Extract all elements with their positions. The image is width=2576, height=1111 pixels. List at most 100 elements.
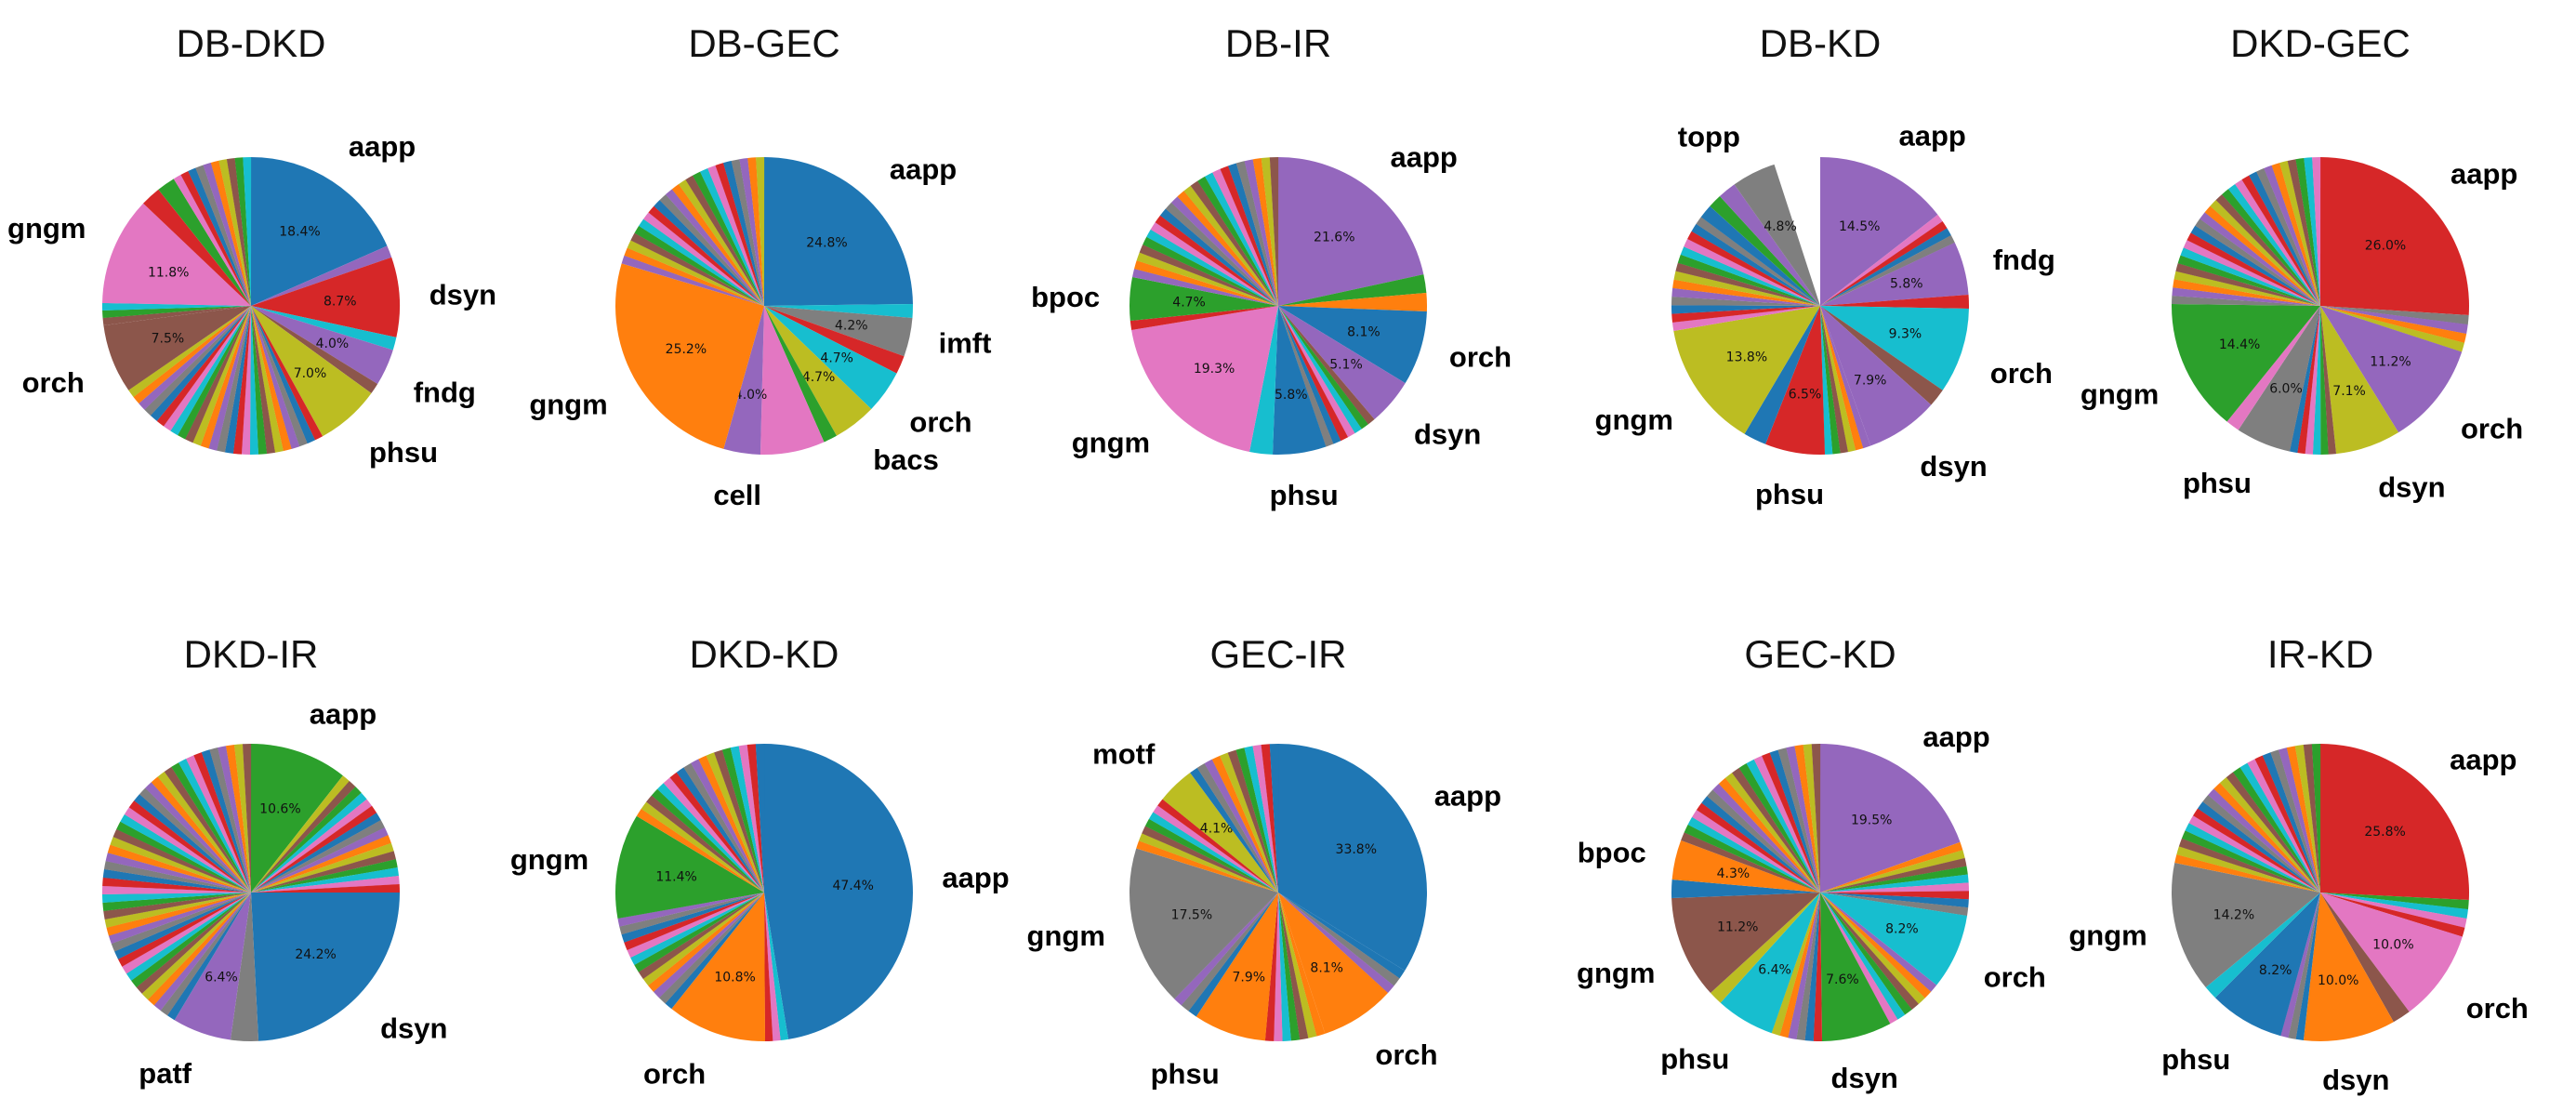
- pie-slice-minor: [643, 212, 764, 306]
- pie-slice-minor: [136, 893, 251, 994]
- pie-slice-minor: [2185, 823, 2320, 893]
- pie-slice-minor: [104, 893, 252, 928]
- pie-slice-minor: [639, 218, 764, 306]
- pie-slice-minor: [251, 306, 292, 452]
- pie-chart-gec-kd: GEC-KD 19.5% aapp 8.2% orch 7.6% dsyn 6.4% phsu 1…: [1577, 632, 2046, 1094]
- pie-slice-minor: [163, 306, 251, 431]
- pie-slice-gngm: [1673, 306, 1820, 434]
- pie-slice-dsyn: [1820, 306, 1932, 446]
- pie-slice-minor: [102, 868, 251, 893]
- pct-label-gngm: 13.8%: [1726, 350, 1767, 365]
- pie-slice-minor: [1274, 893, 1283, 1042]
- pie-slice-minor: [2254, 755, 2320, 893]
- pie-slice-minor: [1820, 893, 1969, 917]
- pie-slice-minor: [1132, 268, 1278, 306]
- pie-slice-minor: [2280, 893, 2320, 1038]
- pie-slice-minor: [1174, 893, 1278, 1006]
- chart-title: GEC-IR: [1210, 632, 1347, 676]
- slice-label-phsu: phsu: [369, 436, 438, 469]
- pie-slice-minor: [166, 893, 251, 1021]
- pie-slice-minor: [1811, 744, 1821, 893]
- pie-slice-minor: [226, 157, 251, 306]
- pie-slice-minor: [1278, 306, 1334, 447]
- pie-slice-minor: [2320, 306, 2337, 455]
- pie-slice-minor: [2270, 749, 2320, 893]
- pct-label-aapp: 10.6%: [259, 801, 300, 816]
- pie-slice-minor: [1235, 747, 1278, 893]
- pie-slice-minor: [1820, 294, 1969, 310]
- chart-title: DB-IR: [1225, 21, 1331, 65]
- chart-title: DKD-GEC: [2230, 21, 2411, 65]
- pie-slice-minor: [1155, 215, 1278, 306]
- pie-slice-minor: [2264, 165, 2320, 306]
- pie-slice-minor: [1204, 759, 1278, 893]
- pie-slice-minor: [251, 820, 385, 893]
- pie-slice-minor: [1146, 229, 1278, 306]
- slice-label-aapp: aapp: [2451, 158, 2517, 191]
- pie-slice-minor: [665, 893, 764, 1010]
- pie-slice-minor: [106, 893, 251, 936]
- pie-slice-minor: [251, 883, 401, 893]
- slice-label-aapp: aapp: [310, 698, 376, 731]
- pie-slice-minor: [1211, 755, 1278, 893]
- slice-label-gngm: gngm: [2081, 378, 2159, 411]
- pie-slice-minor: [1719, 184, 1820, 306]
- pct-label-dsyn: 7.9%: [1854, 374, 1887, 389]
- pie-slice-minor: [2297, 306, 2320, 455]
- pie-slice-minor: [2202, 795, 2320, 893]
- pie-slice-minor: [1235, 161, 1278, 306]
- pie-slice-minor: [1684, 238, 1820, 306]
- pie-slice-minor: [1820, 893, 1906, 1020]
- pie-slice-patf: [174, 893, 251, 1040]
- pie-slice-minor: [1820, 893, 1925, 1005]
- slice-label-aapp: aapp: [1899, 120, 1966, 152]
- slice-label-orch: orch: [1984, 960, 2046, 993]
- pie-slice-minor: [1157, 799, 1278, 893]
- pie-slice-minor: [1820, 857, 1967, 893]
- pie-slice-minor: [1700, 205, 1820, 306]
- pie-slice-minor: [1278, 893, 1317, 1038]
- pie-slice-minor: [1746, 759, 1820, 893]
- slice-label-bpoc: bpoc: [1578, 837, 1646, 869]
- pie-slice-minor: [102, 893, 251, 904]
- pie-slice-minor: [685, 175, 764, 306]
- pie-slice-minor: [1696, 802, 1820, 893]
- pie-slice-minor: [2249, 171, 2320, 306]
- pie-slice-minor: [251, 792, 367, 893]
- pie-slice-orch: [764, 306, 897, 409]
- pie-slice-minor: [2271, 163, 2320, 306]
- pie-slice-minor: [1136, 840, 1278, 893]
- pie-slice-minor: [2279, 160, 2320, 306]
- pie-slice-minor: [251, 306, 378, 394]
- pie-slice-minor: [251, 306, 308, 447]
- pie-slice-minor: [195, 165, 251, 306]
- pie-slice-minor: [251, 851, 396, 893]
- pie-slice-minor: [1278, 306, 1375, 425]
- pie-slice-minor: [1252, 745, 1278, 893]
- pie-slice-phsu: [1272, 306, 1327, 456]
- pie-slice-minor: [251, 245, 392, 306]
- pie-slice-minor: [251, 859, 398, 893]
- pie-slice-minor: [1820, 214, 1943, 306]
- pie-slice-minor: [1139, 245, 1278, 306]
- pie-slice-minor: [691, 759, 764, 893]
- pie-slice-minor: [1278, 893, 1309, 1040]
- pie-slice-minor: [1820, 306, 1871, 449]
- pie-slice-minor: [1820, 893, 1898, 1025]
- pie-slice-minor: [2180, 247, 2320, 306]
- pie-slice-dsyn: [2303, 893, 2394, 1042]
- pie-slice-minor: [1139, 833, 1278, 893]
- pct-label-imft: 4.2%: [835, 318, 868, 333]
- chart-title: GEC-KD: [1744, 632, 1896, 676]
- pie-slice-minor: [1707, 789, 1820, 893]
- pct-label-phsu: 5.8%: [1275, 388, 1308, 403]
- pie-slice-minor: [251, 306, 316, 444]
- pie-slice-dsyn: [251, 257, 400, 337]
- slice-label-aapp: aapp: [349, 130, 416, 163]
- pie-slice-minor: [764, 306, 905, 374]
- slice-label-phsu: phsu: [1151, 1057, 1220, 1090]
- pie-slice-minor: [251, 787, 362, 893]
- pie-slice-minor: [2304, 157, 2320, 306]
- pie-slice-minor: [1820, 850, 1965, 893]
- pie-slice-gngm: [615, 815, 764, 919]
